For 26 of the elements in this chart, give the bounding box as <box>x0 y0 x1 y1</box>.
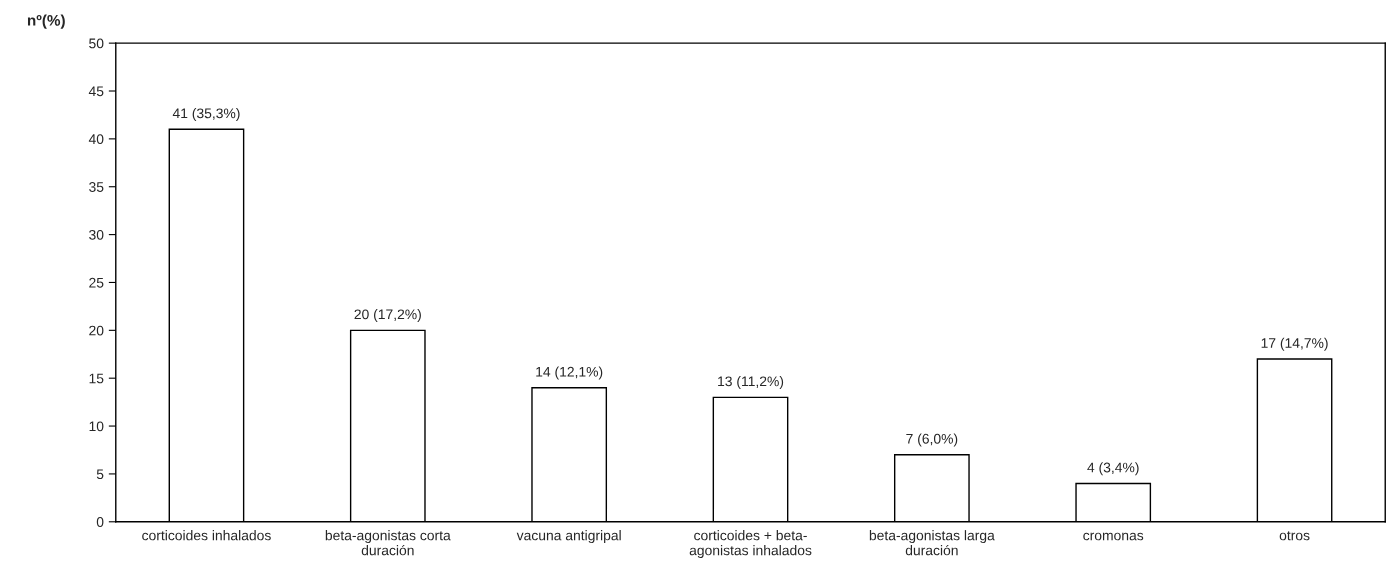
y-tick-label: 45 <box>88 86 104 97</box>
x-tick-label: beta-agonistas larga duración <box>869 530 995 556</box>
data-label: 4 (3,4%) <box>1087 462 1139 476</box>
y-tick-label: 30 <box>89 229 104 240</box>
data-label: 13 (11,2%) <box>718 376 784 389</box>
y-tick-label: 5 <box>96 469 104 480</box>
y-tick-label: 0 <box>96 517 104 527</box>
y-axis-title: nº(%) <box>27 14 65 29</box>
x-tick-label: cromonas <box>1083 532 1144 541</box>
data-label: 41 (35,3%) <box>172 108 240 121</box>
data-label: 20 (17,2%) <box>354 309 421 322</box>
y-tick-label: 15 <box>89 373 104 384</box>
data-label: 14 (12,1%) <box>536 366 603 380</box>
y-tick-label: 25 <box>89 277 104 288</box>
y-tick-label: 35 <box>89 182 104 192</box>
x-tick-label: otros <box>1279 531 1310 541</box>
y-tick-label: 20 <box>89 325 104 336</box>
x-tick-label: corticoides + beta- agonistas inhalados <box>689 530 812 559</box>
x-tick-label: vacuna antigripal <box>516 530 621 544</box>
x-tick-label: beta-agonistas corta duración <box>325 530 451 556</box>
data-label: 17 (14,7%) <box>1261 337 1328 351</box>
data-label: 7 (6,0%) <box>906 433 958 447</box>
y-tick-label: 10 <box>89 421 104 432</box>
y-tick-label: 40 <box>88 134 104 145</box>
y-tick-label: 50 <box>89 38 104 49</box>
x-tick-label: corticoides inhalados <box>142 530 271 541</box>
